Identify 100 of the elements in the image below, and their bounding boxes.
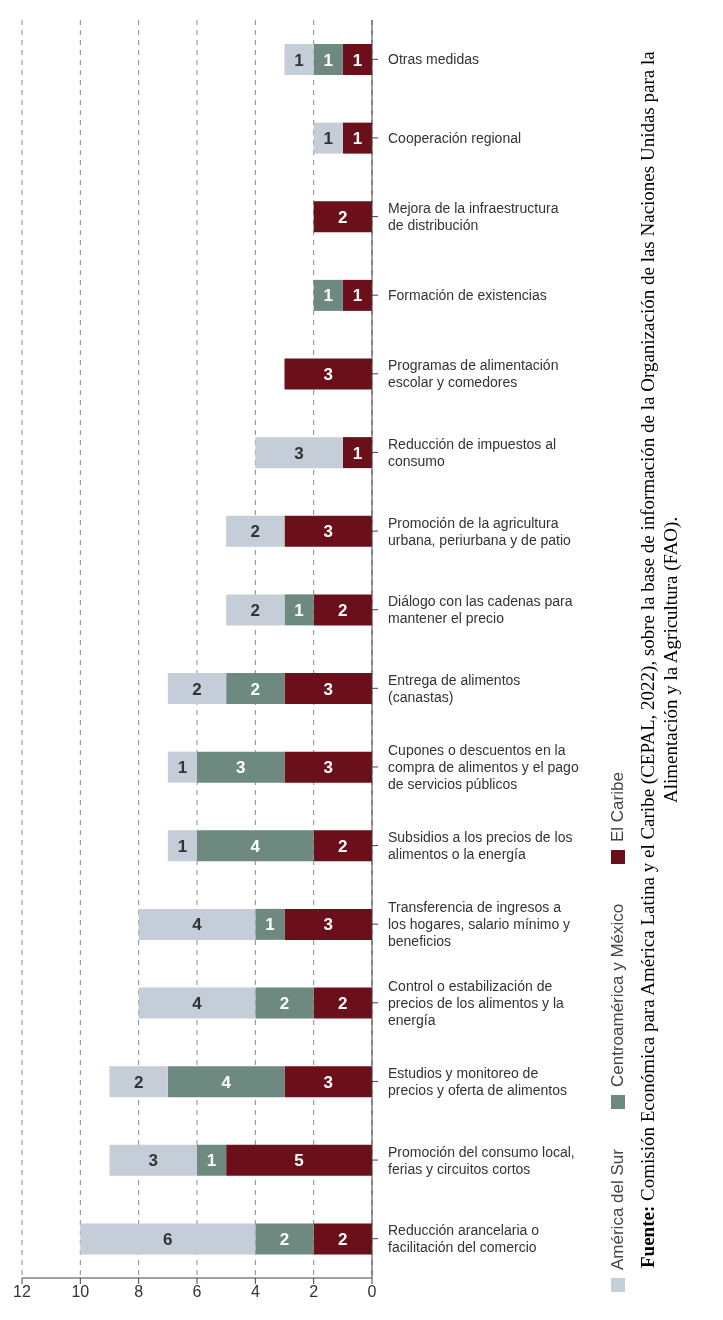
bar [167, 1066, 285, 1098]
x-tick-label: 6 [192, 1283, 202, 1301]
data-label: 2 [338, 207, 348, 227]
x-tick-label: 4 [250, 1283, 260, 1301]
data-label: 3 [323, 1072, 333, 1092]
y-tick-label: Cooperación regional [388, 129, 522, 146]
data-label: 1 [352, 286, 363, 306]
x-tick-label: 10 [71, 1283, 90, 1301]
y-tick-label: Reducción de impuestos al consumo [388, 435, 557, 469]
bar [313, 594, 372, 626]
data-label: 2 [338, 994, 348, 1013]
y-tick-label: Reducción arancelaria o facilitación del comercio [388, 1222, 540, 1256]
bar [167, 830, 197, 862]
bar [138, 908, 256, 940]
bar [284, 1066, 372, 1098]
y-tick-label: Programas de alimentación escolar y comedores [388, 357, 559, 391]
bar [197, 830, 314, 862]
text: América del Sur [608, 1149, 627, 1270]
y-tick-label: Promoción de la agricultura urbana, periurbana y de patio [388, 514, 572, 548]
data-label: 2 [192, 679, 202, 699]
bar [313, 830, 372, 862]
bar [313, 122, 343, 154]
bar [197, 751, 285, 783]
data-label: 4 [221, 1072, 232, 1092]
source-note: Fuente: Comisión Económica para América Latina y el Caribe (CEPAL, 2022), sobre la base de información de la Organización de las Naciones Unidas para la Alimentación y la Agricultura (FAO). [636, 50, 682, 1271]
y-tick-label: Estudios y monitoreo de precios y oferta de alimentos [388, 1064, 567, 1098]
bar [313, 1223, 372, 1255]
bar [284, 751, 372, 783]
data-label: 1 [323, 286, 333, 306]
bar [197, 1144, 227, 1176]
data-label: 3 [294, 443, 304, 463]
bar [226, 594, 285, 626]
y-tick-label: Cupones o descuentos en la compra de alimentos y el pago de servicios públicos [388, 741, 579, 792]
data-label: 1 [352, 443, 363, 463]
y-tick-label: Subsidios a los precios de los alimentos o la energía [388, 829, 573, 863]
data-label: 3 [323, 365, 333, 384]
y-tick-label: Otras medidas [388, 51, 480, 68]
bar [226, 515, 285, 547]
bar [284, 44, 314, 75]
x-tick-label: 2 [309, 1283, 319, 1301]
data-label: 3 [323, 915, 333, 935]
data-label: 1 [206, 1151, 217, 1171]
bar [313, 201, 372, 233]
x-tick-label: 8 [134, 1283, 144, 1301]
data-label: 1 [265, 915, 275, 935]
y-tick-label: Entrega de alimentos (canastas) [388, 671, 521, 705]
data-label: 2 [338, 1229, 348, 1249]
bar [138, 987, 256, 1019]
data-label: 4 [250, 836, 261, 856]
data-label: 1 [323, 129, 333, 149]
bar [284, 673, 372, 704]
data-label: 5 [294, 1151, 304, 1171]
bar [109, 1144, 197, 1176]
y-tick-label: Control o estabilización de precios de los alimentos y la energía [388, 977, 565, 1028]
data-label: 1 [352, 50, 363, 70]
bar [284, 515, 372, 547]
data-label: 3 [323, 758, 333, 778]
data-label: 2 [279, 1229, 290, 1249]
data-label: 2 [250, 679, 261, 699]
data-label: 2 [279, 994, 290, 1013]
data-label: 3 [148, 1151, 158, 1171]
bar [313, 44, 343, 75]
bar [167, 751, 197, 783]
data-label: 2 [338, 836, 348, 856]
y-tick-label: Promoción del consumo local, ferias y circuitos cortos [388, 1143, 575, 1177]
bar [313, 279, 343, 311]
bar [313, 987, 372, 1019]
data-label: 1 [294, 50, 304, 70]
bar [255, 1223, 314, 1255]
bar [255, 908, 285, 940]
y-tick-label: Formación de existencias [388, 287, 547, 304]
bar [80, 1223, 256, 1255]
data-label: 1 [294, 600, 304, 620]
text: Centroamérica y México [608, 903, 627, 1088]
data-label: 3 [236, 758, 246, 778]
data-label: 2 [338, 600, 348, 620]
y-tick-label: Mejora de la infraestructura de distribución [388, 200, 559, 234]
bar [226, 1144, 372, 1176]
bar [255, 437, 343, 469]
x-tick-label: 0 [367, 1283, 377, 1301]
bar [284, 358, 372, 390]
data-label: 1 [352, 129, 363, 149]
data-label: 4 [192, 994, 203, 1013]
y-tick-label: Transferencia de ingresos a los hogares, salario mínimo y beneficios [388, 899, 571, 950]
data-label: 6 [163, 1229, 173, 1249]
data-label: 3 [323, 522, 333, 542]
bar [284, 594, 314, 626]
data-label: 2 [133, 1072, 144, 1092]
data-label: 3 [323, 679, 333, 699]
bar [167, 673, 227, 704]
data-label: 2 [250, 600, 261, 620]
data-label: 1 [323, 50, 333, 70]
bar [226, 673, 285, 704]
data-label: 4 [192, 915, 203, 935]
y-tick-label: Diálogo con las cadenas para mantener el precio [388, 593, 573, 627]
bar [284, 908, 372, 940]
bar [255, 987, 314, 1019]
x-tick-label: 12 [13, 1283, 31, 1301]
bar [109, 1066, 168, 1098]
data-label: 2 [250, 522, 261, 542]
